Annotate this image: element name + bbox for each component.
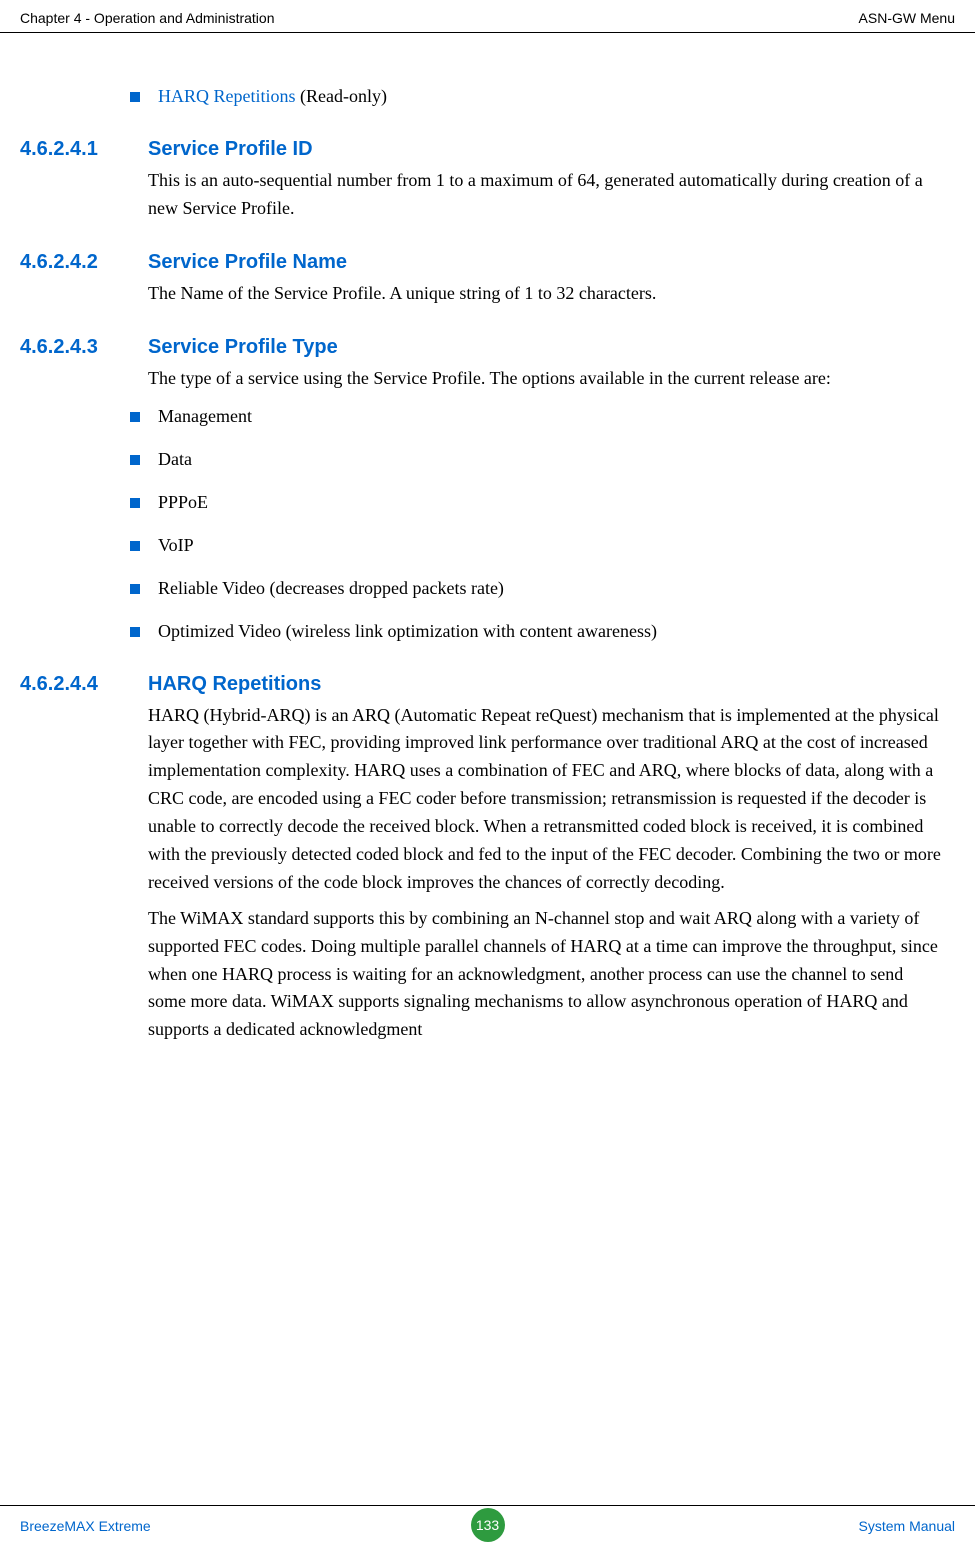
type-bullet-5: Reliable Video (decreases dropped packet… xyxy=(130,575,955,602)
page-header: Chapter 4 - Operation and Administration… xyxy=(0,0,975,33)
type-bullet-4-text: VoIP xyxy=(158,532,194,559)
type-bullet-3: PPPoE xyxy=(130,489,955,516)
section-1-heading: 4.6.2.4.1 Service Profile ID xyxy=(20,138,955,161)
type-bullet-3-text: PPPoE xyxy=(158,489,208,516)
type-bullet-2: Data xyxy=(130,446,955,473)
bullet-icon xyxy=(130,541,140,551)
section-2-heading: 4.6.2.4.2 Service Profile Name xyxy=(20,251,955,274)
type-bullet-2-text: Data xyxy=(158,446,192,473)
type-bullet-6: Optimized Video (wireless link optimizat… xyxy=(130,618,955,645)
intro-bullet-text: HARQ Repetitions (Read-only) xyxy=(158,83,387,110)
section-1-title: Service Profile ID xyxy=(148,138,313,161)
bullet-icon xyxy=(130,412,140,422)
header-left: Chapter 4 - Operation and Administration xyxy=(20,10,274,26)
bullet-icon xyxy=(130,498,140,508)
section-4-body-2: The WiMAX standard supports this by comb… xyxy=(148,905,945,1044)
intro-suffix: (Read-only) xyxy=(296,86,387,106)
section-1-number: 4.6.2.4.1 xyxy=(20,138,148,161)
section-3-title: Service Profile Type xyxy=(148,336,338,359)
footer-right: System Manual xyxy=(859,1518,955,1534)
section-3-heading: 4.6.2.4.3 Service Profile Type xyxy=(20,336,955,359)
section-4-body-1: HARQ (Hybrid-ARQ) is an ARQ (Automatic R… xyxy=(148,702,945,897)
page-number-badge: 133 xyxy=(471,1508,505,1542)
section-2-title: Service Profile Name xyxy=(148,251,347,274)
bullet-icon xyxy=(130,627,140,637)
section-1-body: This is an auto-sequential number from 1… xyxy=(148,167,945,223)
section-3-body: The type of a service using the Service … xyxy=(148,365,945,393)
type-bullet-1-text: Management xyxy=(158,403,252,430)
bullet-icon xyxy=(130,92,140,102)
section-4-number: 4.6.2.4.4 xyxy=(20,673,148,696)
page-content: HARQ Repetitions (Read-only) 4.6.2.4.1 S… xyxy=(0,33,975,1044)
harq-link[interactable]: HARQ Repetitions xyxy=(158,86,296,106)
section-3-number: 4.6.2.4.3 xyxy=(20,336,148,359)
section-4-title: HARQ Repetitions xyxy=(148,673,321,696)
bullet-icon xyxy=(130,455,140,465)
section-2-body: The Name of the Service Profile. A uniqu… xyxy=(148,280,945,308)
page-footer: BreezeMAX Extreme 133 System Manual xyxy=(0,1505,975,1545)
type-bullet-5-text: Reliable Video (decreases dropped packet… xyxy=(158,575,504,602)
type-bullet-1: Management xyxy=(130,403,955,430)
header-right: ASN-GW Menu xyxy=(859,10,955,26)
section-2-number: 4.6.2.4.2 xyxy=(20,251,148,274)
section-4-heading: 4.6.2.4.4 HARQ Repetitions xyxy=(20,673,955,696)
type-bullet-6-text: Optimized Video (wireless link optimizat… xyxy=(158,618,657,645)
type-bullet-4: VoIP xyxy=(130,532,955,559)
bullet-icon xyxy=(130,584,140,594)
footer-left: BreezeMAX Extreme xyxy=(20,1518,151,1534)
intro-bullet-row: HARQ Repetitions (Read-only) xyxy=(130,83,955,110)
